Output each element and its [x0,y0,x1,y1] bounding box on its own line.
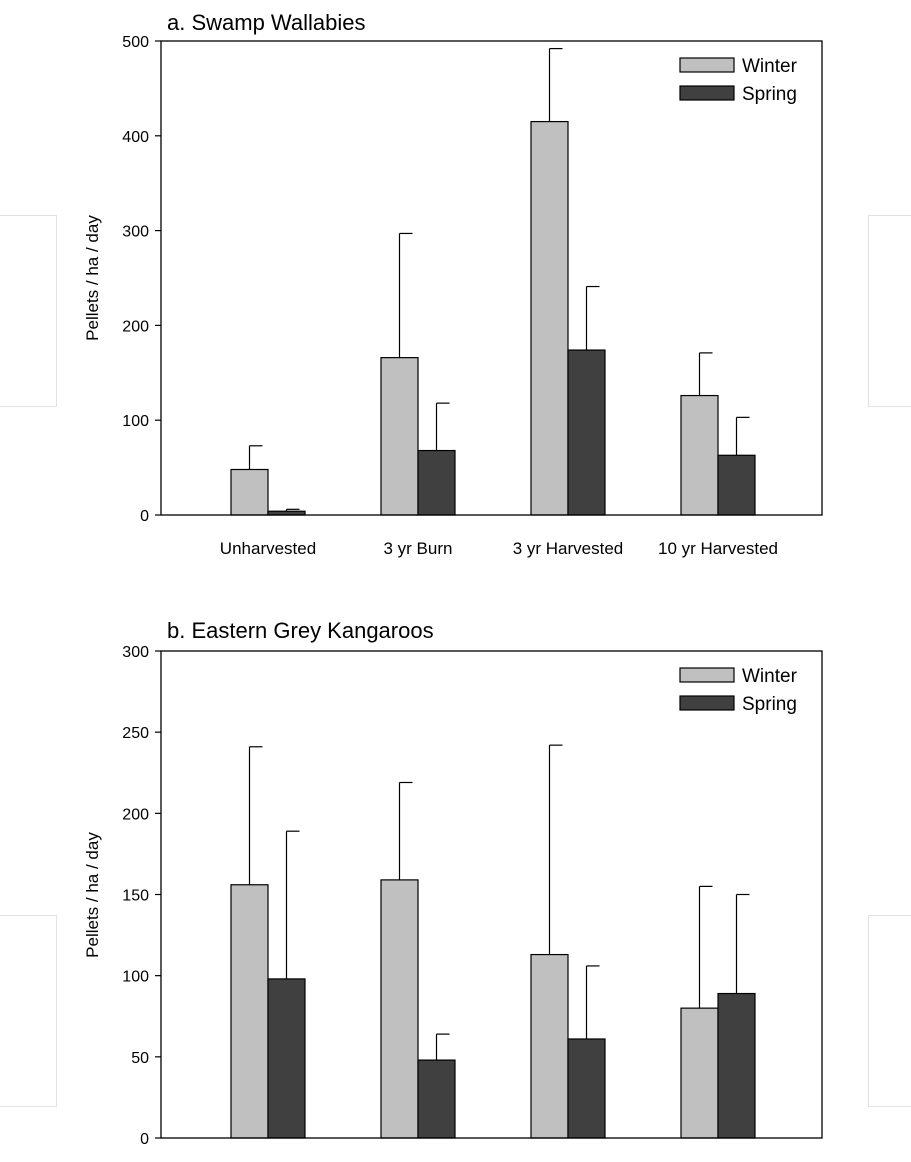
bar-spring-2 [417,1059,456,1139]
bar-spring-4 [717,454,756,516]
bar-spring-4 [717,992,756,1139]
x-tick-label: 10 yr Harvested [658,539,778,558]
watermark-frame-right-bottom [868,915,911,1107]
y-tick-label: 200 [122,806,149,823]
chart-eastern-grey-kangaroos: b. Eastern Grey Kangaroos Pellets / ha / … [83,618,823,1162]
bar-winter-1 [230,884,269,1139]
bar-spring-3 [567,349,606,516]
y-axis-label: Pellets / ha / day [83,215,102,341]
y-tick-label: 300 [122,224,149,241]
y-tick-label: 100 [122,969,149,986]
chart-title: b. Eastern Grey Kangaroos [167,618,434,643]
x-tick-label: 3 yr Burn [384,539,453,558]
y-tick-label: 0 [140,1131,149,1148]
x-tick-label: 3 yr Harvested [513,539,624,558]
legend-swatch-winter [679,667,735,683]
y-tick-label: 300 [122,644,149,661]
y-tick-label: 150 [122,888,149,905]
bar-winter-3 [530,953,569,1139]
watermark-frame-left-bottom [0,915,57,1107]
legend-label-winter: Winter [742,56,798,77]
y-tick-label: 0 [140,508,149,525]
bar-winter-3 [530,120,569,516]
chart-title: a. Swamp Wallabies [167,10,365,35]
bar-spring-1 [267,978,306,1139]
legend-label-spring: Spring [742,84,797,105]
plot-frame [160,650,823,1139]
y-tick-label: 50 [131,1050,149,1067]
x-tick-label: Unharvested [220,539,316,558]
y-tick-label: 100 [122,413,149,430]
plot-frame [160,40,823,516]
bar-winter-2 [380,357,419,516]
watermark-frame-left-top [0,215,57,407]
y-tick-label: 500 [122,34,149,51]
legend-label-spring: Spring [742,694,797,715]
legend-swatch-spring [679,85,735,101]
bar-spring-2 [417,449,456,516]
chart-swamp-wallabies: a. Swamp Wallabies Pellets / ha / day 0 100… [83,10,823,558]
bar-winter-2 [380,879,419,1139]
legend-swatch-winter [679,57,735,73]
legend-swatch-spring [679,695,735,711]
y-tick-label: 400 [122,129,149,146]
bar-winter-1 [230,468,269,516]
y-tick-label: 250 [122,725,149,742]
y-tick-label: 200 [122,318,149,335]
bar-spring-3 [567,1038,606,1139]
y-axis-label: Pellets / ha / day [83,832,102,958]
bar-winter-4 [680,1007,719,1139]
legend-label-winter: Winter [742,666,798,687]
bar-winter-4 [680,394,719,516]
watermark-frame-right-top [868,215,911,407]
